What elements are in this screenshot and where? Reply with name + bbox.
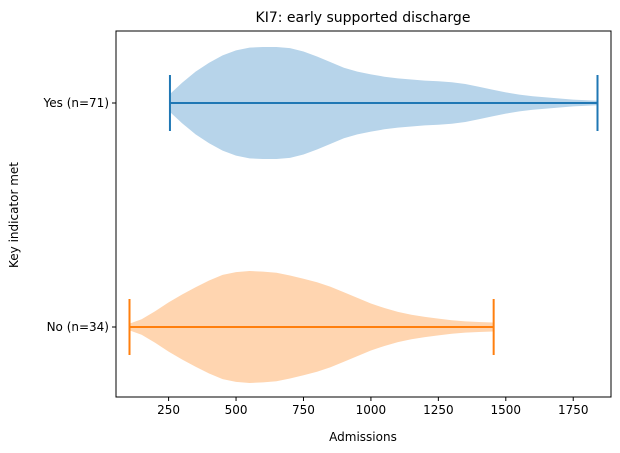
x-tick-label: 1750 [558,403,589,417]
x-tick-label: 1500 [491,403,522,417]
x-tick-label: 1250 [423,403,454,417]
x-tick-label: 500 [225,403,248,417]
x-axis: 250 500 750 1000 1250 1500 1750 [157,397,589,417]
x-tick-label: 250 [157,403,180,417]
x-tick-label: 750 [292,403,315,417]
chart-title: KI7: early supported discharge [256,10,471,26]
y-axis: Yes (n=71) No (n=34) [43,96,116,334]
plot-frame [115,30,612,398]
x-axis-label: Admissions [329,430,397,444]
plot-area [128,47,599,383]
y-tick-label: No (n=34) [47,320,109,334]
y-tick-label: Yes (n=71) [43,96,109,110]
y-axis-label: Key indicator met [7,162,21,268]
x-tick-label: 1000 [356,403,387,417]
